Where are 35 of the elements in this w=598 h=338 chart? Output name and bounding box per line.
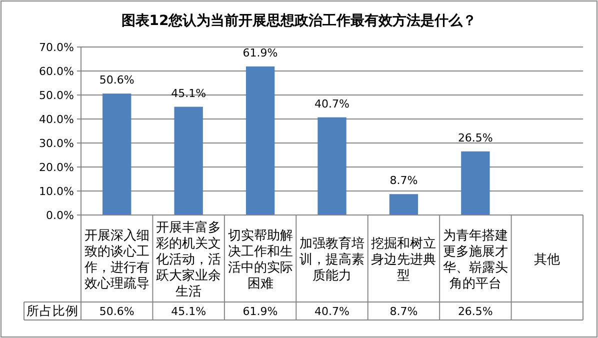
data-label: 26.5% xyxy=(458,305,493,318)
text: 45.1% xyxy=(171,86,206,100)
text: 40.7% xyxy=(314,97,350,110)
x-tick-label: 切实帮助解决工作和生活中的实际困难 xyxy=(228,228,293,292)
bar xyxy=(102,94,132,215)
bar xyxy=(246,66,275,215)
text: 61.9% xyxy=(242,46,278,60)
data-label: 40.7% xyxy=(314,305,350,318)
x-tick-label: 其他 xyxy=(534,252,560,268)
bar xyxy=(461,151,490,215)
y-tick-label: 70.0% xyxy=(39,41,74,54)
y-tick-label: 40.0% xyxy=(39,113,74,126)
chart-title: 图表12您认为当前开展思想政治工作最有效方法是什么？ xyxy=(121,12,477,29)
bar xyxy=(318,117,346,215)
data-label: 8.7% xyxy=(390,305,418,318)
y-tick-label: 20.0% xyxy=(39,161,74,174)
x-tick-label: 开展深入细致的谈心工作，进行有效心理疏导 xyxy=(83,228,150,292)
y-tick-label: 0.0% xyxy=(46,209,74,222)
bar xyxy=(389,194,418,215)
y-tick-label: 50.0% xyxy=(39,89,74,102)
y-tick-label: 30.0% xyxy=(39,137,74,150)
data-label: 50.6% xyxy=(99,305,134,318)
y-tick-label: 60.0% xyxy=(39,65,74,78)
x-tick-label: 为青年搭建更多施展才华、崭露头角的平台 xyxy=(442,228,508,292)
y-tick-label: 10.0% xyxy=(39,185,74,198)
x-tick-label: 开展丰富多彩的机关文化活动，活跃大家业余生活 xyxy=(156,220,222,300)
x-tick-label: 加强教育培训，提高素质能力 xyxy=(300,236,364,284)
x-tick-label: 挖掘和树立身边先进典型 xyxy=(371,236,436,284)
text: 26.5% xyxy=(458,131,493,144)
data-label: 61.9% xyxy=(242,305,278,318)
text: 8.7% xyxy=(390,174,418,188)
text: 所占比例 xyxy=(26,303,78,318)
bar xyxy=(174,106,203,215)
text: 50.6% xyxy=(99,74,134,87)
data-label: 45.1% xyxy=(171,305,206,318)
